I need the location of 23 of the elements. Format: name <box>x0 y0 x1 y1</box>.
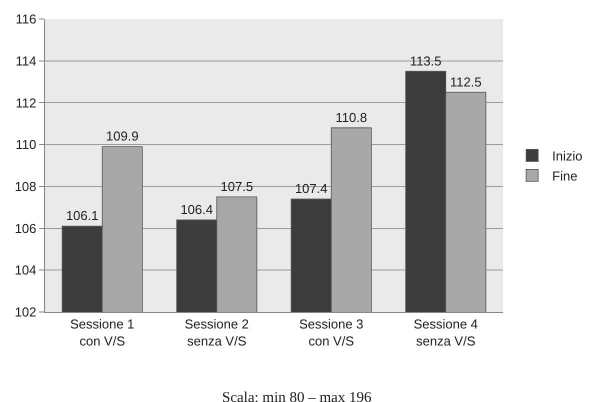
y-tick-label: 110 <box>16 137 36 152</box>
y-tick-label: 106 <box>14 220 36 236</box>
y-tick-label: 104 <box>14 262 36 278</box>
data-label: 113.5 <box>410 53 442 68</box>
data-label: 110.8 <box>336 110 368 125</box>
data-label: 106.4 <box>180 202 213 217</box>
data-label: 106.1 <box>66 208 98 224</box>
y-tick-label: 116 <box>16 12 36 27</box>
x-tick-label: Sessione 1 con V/S <box>70 316 134 348</box>
data-label: 107.5 <box>220 178 254 194</box>
x-tick-label: Sessione 4 senza V/S <box>414 316 478 348</box>
x-tick-label: Sessione 3 con V/S <box>299 316 364 348</box>
text: Scala: min 80 – max 196 <box>222 390 372 402</box>
data-label: 112.5 <box>450 74 482 90</box>
data-label: 107.4 <box>294 180 328 196</box>
y-tick-label: 102 <box>14 304 36 320</box>
y-tick-label: 108 <box>14 178 36 194</box>
data-label: 109.9 <box>106 128 139 144</box>
legend-label: Fine <box>552 168 578 184</box>
x-tick-label: Sessione 2 senza V/S <box>184 316 249 348</box>
legend-label: Inizio <box>552 148 583 164</box>
y-tick-label: 114 <box>16 53 36 68</box>
y-tick-label: 112 <box>16 95 36 110</box>
